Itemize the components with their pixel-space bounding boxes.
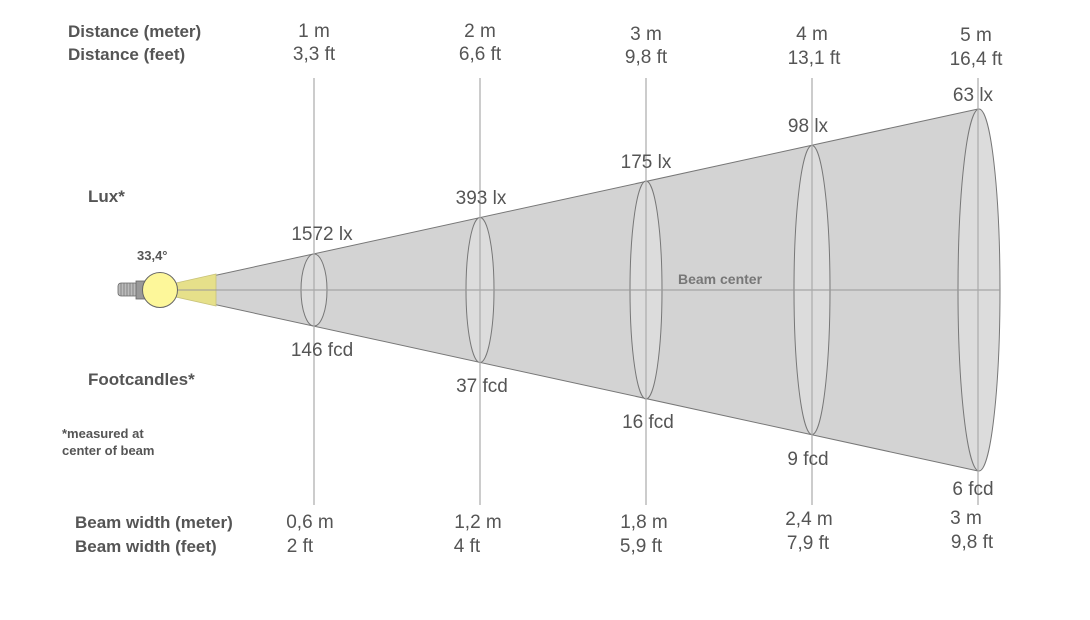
fcd-value-4: 9 fcd bbox=[787, 449, 828, 470]
lux-value-3: 175 lx bbox=[621, 152, 672, 173]
width-m-3: 1,8 m bbox=[620, 512, 668, 533]
beam-width-feet-label: Beam width (feet) bbox=[75, 537, 217, 556]
width-m-4: 2,4 m bbox=[785, 509, 833, 530]
distance-meter-label: Distance (meter) bbox=[68, 22, 201, 41]
width-m-5: 3 m bbox=[950, 508, 982, 529]
width-m-1: 0,6 m bbox=[286, 512, 334, 533]
fcd-value-2: 37 fcd bbox=[456, 376, 508, 397]
distance-m-4: 4 m bbox=[796, 24, 828, 45]
distance-m-2: 2 m bbox=[464, 21, 496, 42]
width-ft-2: 4 ft bbox=[454, 536, 481, 557]
lux-value-5: 63 lx bbox=[953, 85, 994, 106]
fcd-value-3: 16 fcd bbox=[622, 412, 674, 433]
distance-m-1: 1 m bbox=[298, 21, 330, 42]
beam-width-meter-label: Beam width (meter) bbox=[75, 513, 233, 532]
width-m-2: 1,2 m bbox=[454, 512, 502, 533]
width-ft-4: 7,9 ft bbox=[787, 533, 830, 554]
fcd-value-5: 6 fcd bbox=[952, 479, 993, 500]
distance-ft-2: 6,6 ft bbox=[459, 44, 502, 65]
lux-label: Lux* bbox=[88, 187, 125, 206]
lux-value-1: 1572 lx bbox=[291, 224, 353, 245]
distance-feet-label: Distance (feet) bbox=[68, 45, 185, 64]
width-ft-5: 9,8 ft bbox=[951, 532, 994, 553]
distance-ft-4: 13,1 ft bbox=[788, 48, 842, 69]
note-line-1: *measured at bbox=[62, 426, 144, 441]
lux-value-2: 393 lx bbox=[456, 188, 507, 209]
beam-center-label: Beam center bbox=[678, 271, 763, 287]
lux-value-4: 98 lx bbox=[788, 116, 829, 137]
note-line-2: center of beam bbox=[62, 443, 154, 458]
beam-angle-label: 33,4° bbox=[137, 248, 168, 263]
distance-ft-3: 9,8 ft bbox=[625, 47, 668, 68]
distance-ft-5: 16,4 ft bbox=[950, 49, 1004, 70]
width-ft-1: 2 ft bbox=[287, 536, 314, 557]
fcd-value-1: 146 fcd bbox=[291, 340, 353, 361]
distance-m-5: 5 m bbox=[960, 25, 992, 46]
footcandles-label: Footcandles* bbox=[88, 370, 195, 389]
width-ft-3: 5,9 ft bbox=[620, 536, 663, 557]
bulb-icon bbox=[117, 272, 178, 308]
distance-ft-1: 3,3 ft bbox=[293, 44, 336, 65]
distance-m-3: 3 m bbox=[630, 24, 662, 45]
